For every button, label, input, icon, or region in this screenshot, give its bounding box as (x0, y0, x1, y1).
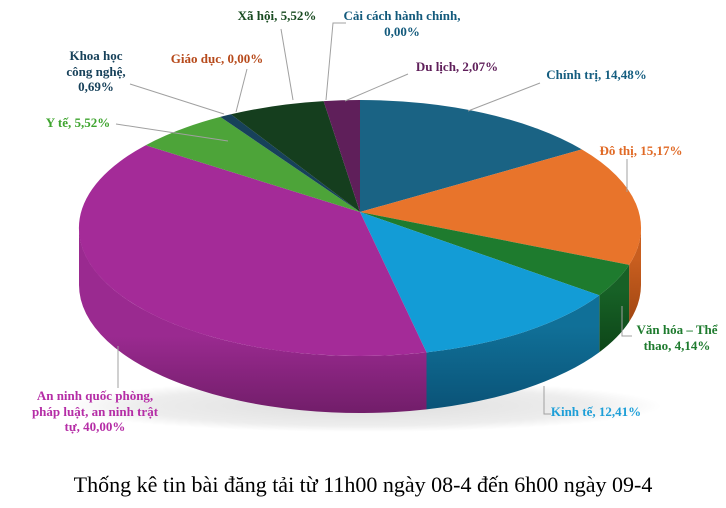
data-label-chinh-tri: Chính trị, 14,48% (546, 67, 647, 82)
leader-kinh-te (543, 386, 551, 415)
slice-do-thi-side (629, 228, 642, 322)
slice-kinh-te-side (426, 295, 600, 410)
data-label-van-hoa: Văn hóa – Thể thao, 4,14% (636, 322, 718, 353)
data-label-kinh-te: Kinh tế, 12,41% (550, 404, 642, 419)
chart-title: Thống kê tin bài đăng tải từ 11h00 ngày … (73, 472, 653, 497)
data-label-y-te: Y tế, 5,52% (45, 115, 111, 130)
leader-du-lich (344, 73, 409, 102)
slice-an-ninh[interactable] (78, 145, 427, 357)
slice-xa-hoi[interactable] (230, 101, 360, 212)
leader-giao-duc (235, 68, 248, 113)
slice-do-thi[interactable] (360, 149, 642, 265)
leader-xa-hoi (280, 28, 294, 101)
leader-chinh-tri (467, 82, 541, 112)
leader-y-te (115, 123, 229, 142)
data-label-do-thi: Đô thị, 15,17% (599, 143, 683, 158)
data-label-an-ninh: An ninh quốc phòng, pháp luật, an ninh t… (31, 388, 159, 434)
data-label-du-lich: Du lịch, 2,07% (415, 59, 499, 74)
slice-khoa-hoc[interactable] (220, 114, 360, 212)
slice-y-te[interactable] (145, 116, 360, 212)
slice-kinh-te[interactable] (360, 212, 600, 353)
slice-an-ninh-side (78, 228, 427, 414)
slice-du-lich[interactable] (323, 100, 360, 212)
slice-van-hoa[interactable] (360, 212, 630, 296)
data-label-giao-duc: Giáo dục, 0,00% (170, 51, 264, 66)
data-label-xa-hoi: Xã hội, 5,52% (237, 8, 317, 23)
leader-van-hoa (621, 306, 632, 337)
leader-cai-cach (325, 22, 346, 101)
data-label-cai-cach: Cải cách hành chính, 0,00% (343, 8, 461, 39)
leader-khoa-hoc (129, 83, 225, 115)
data-label-khoa-hoc: Khoa học công nghệ, 0,69% (66, 48, 126, 94)
slice-chinh-tri[interactable] (360, 100, 582, 212)
